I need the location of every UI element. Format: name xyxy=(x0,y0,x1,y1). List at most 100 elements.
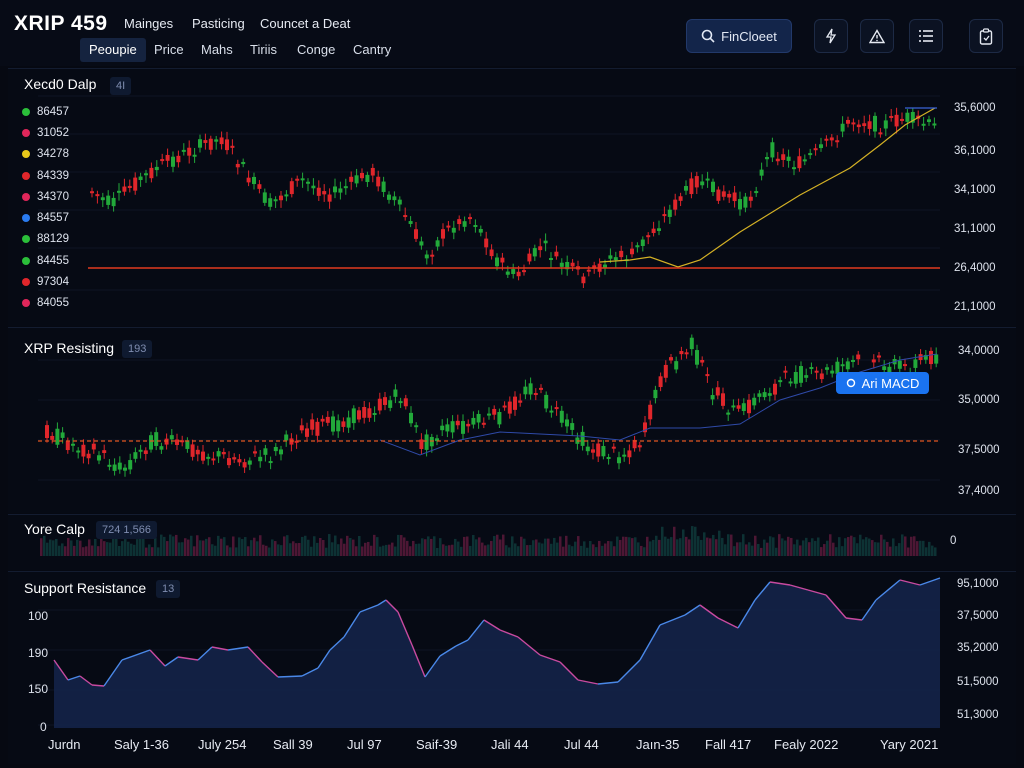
main-chart-panel xyxy=(8,68,1016,326)
candle-body xyxy=(154,166,159,171)
candle-body xyxy=(187,147,192,156)
tab-peoupie[interactable]: Peoupie xyxy=(80,38,146,62)
circle-icon xyxy=(846,378,855,388)
candle-body xyxy=(258,456,263,462)
volume-bar xyxy=(130,543,133,556)
macd-button[interactable]: Ari MACD xyxy=(836,372,929,394)
candle-body xyxy=(206,456,211,459)
candle-body xyxy=(765,156,769,160)
tab-conge[interactable]: Conge xyxy=(297,42,336,57)
volume-bar xyxy=(730,534,733,556)
volume-bar xyxy=(733,546,736,556)
candle-body xyxy=(845,361,850,370)
bolt-icon xyxy=(825,28,837,44)
volume-bar xyxy=(403,537,406,556)
volume-bar xyxy=(286,535,289,556)
tab-price[interactable]: Price xyxy=(154,42,184,57)
candle-body xyxy=(793,371,798,384)
area-line-segment xyxy=(737,599,756,629)
volume-bar xyxy=(868,538,871,556)
candle-body xyxy=(533,393,538,396)
candle-body xyxy=(203,140,208,143)
volume-bar xyxy=(838,537,841,556)
candle-body xyxy=(171,156,175,167)
y-axis-label: 31,1000 xyxy=(954,223,996,235)
candle-body xyxy=(694,176,699,188)
area-line-segment xyxy=(103,659,123,687)
y-axis-label: 34,0000 xyxy=(958,345,1000,357)
candle-body xyxy=(262,192,267,203)
candle-body xyxy=(338,188,343,193)
x-axis-label: Jul 44 xyxy=(564,737,599,752)
area-line-segment xyxy=(639,624,661,661)
volume-bar xyxy=(61,543,64,556)
volume-bar xyxy=(532,540,535,556)
candle-body xyxy=(341,421,346,427)
volume-bar xyxy=(241,539,244,556)
price-row: 88129 xyxy=(22,229,69,250)
candle-body xyxy=(455,420,460,426)
candle-body xyxy=(138,449,143,452)
tab-tiriis[interactable]: Tiriis xyxy=(250,42,277,57)
volume-bar xyxy=(229,547,232,556)
volume-bar xyxy=(553,537,556,556)
volume-bar xyxy=(292,541,295,556)
volume-bar xyxy=(382,545,385,556)
tab-mahs[interactable]: Mahs xyxy=(201,42,233,57)
candle-body xyxy=(360,172,364,179)
area-line-segment xyxy=(385,599,399,613)
main-chart-title: Xecd0 Dalp xyxy=(24,76,97,92)
x-axis-label: Jul 97 xyxy=(347,737,382,752)
candle-body xyxy=(799,366,803,383)
list-button[interactable] xyxy=(909,19,943,53)
volume-bar xyxy=(673,526,676,556)
volume-bar xyxy=(502,534,505,556)
x-axis-label: Sall 39 xyxy=(273,737,313,752)
candle-body xyxy=(357,410,361,420)
menu-item-mainges[interactable]: Mainges xyxy=(124,16,174,31)
candle-body xyxy=(112,464,117,471)
volume-bar xyxy=(535,539,538,556)
volume-bar xyxy=(463,536,466,556)
candle-body xyxy=(263,448,268,455)
candle-body xyxy=(133,452,138,459)
candle-body xyxy=(570,262,575,267)
area-line-segment xyxy=(301,667,319,677)
menu-item-pasticing[interactable]: Pasticing xyxy=(192,16,245,31)
volume-bar xyxy=(259,535,262,556)
candle-body xyxy=(279,449,283,455)
volume-bar xyxy=(346,535,349,556)
clipboard-button[interactable] xyxy=(969,19,1003,53)
candle-body xyxy=(440,425,445,431)
candle-body xyxy=(346,417,351,428)
volume-bar xyxy=(574,541,577,556)
candle-body xyxy=(882,366,887,370)
candle-body xyxy=(86,453,91,459)
volume-bar xyxy=(628,537,631,556)
volume-bar xyxy=(211,544,214,556)
volume-bar xyxy=(430,538,433,556)
volume-bar xyxy=(511,536,514,556)
volume-bar xyxy=(694,526,697,556)
search-button[interactable]: FinCloeet xyxy=(686,19,792,53)
volume-bar xyxy=(397,534,400,556)
candle-body xyxy=(100,197,105,201)
candle-body xyxy=(257,184,262,189)
volume-bar xyxy=(769,536,772,556)
bolt-button[interactable] xyxy=(814,19,848,53)
candle-body xyxy=(657,228,661,231)
volume-bar xyxy=(853,537,856,556)
y-axis-label: 37,5000 xyxy=(957,610,999,622)
volume-bar xyxy=(907,547,910,556)
volume-bar xyxy=(427,536,430,556)
volume-bar xyxy=(670,537,673,556)
candle-body xyxy=(387,194,391,200)
volume-bar xyxy=(625,536,628,556)
tab-cantry[interactable]: Cantry xyxy=(353,42,392,57)
volume-bar xyxy=(361,546,364,556)
y-axis-label: 36,1000 xyxy=(954,145,996,157)
candle-body xyxy=(851,122,856,125)
menu-item-councet[interactable]: Councet a Deat xyxy=(260,16,351,31)
warning-button[interactable] xyxy=(860,19,894,53)
candle-body xyxy=(315,421,320,436)
